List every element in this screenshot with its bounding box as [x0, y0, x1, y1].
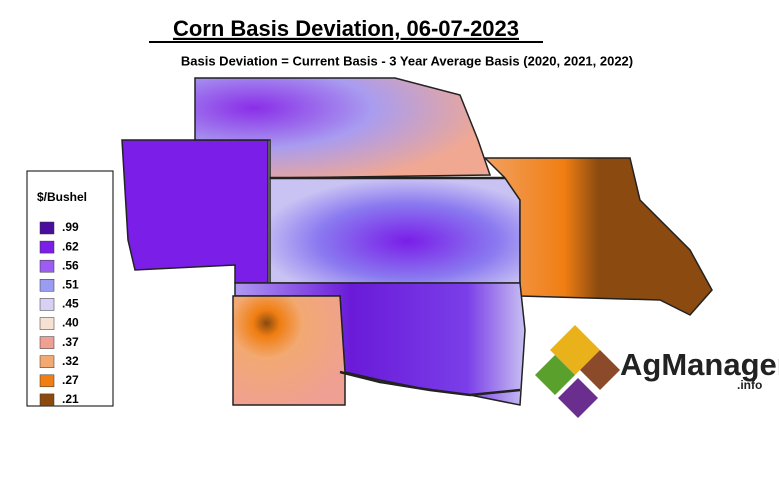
subtitle: Basis Deviation = Current Basis - 3 Year… [181, 53, 633, 68]
texas-region [232, 295, 346, 406]
legend-swatch [39, 221, 55, 235]
legend-title: $/Bushel [37, 190, 87, 204]
logo-name: AgManager [620, 347, 779, 382]
legend-items: .99 .62 .56 .51 .45 .40 .37 .32 .27 .21 [39, 220, 79, 407]
logo: AgManager .info [535, 325, 779, 418]
legend-label: .21 [62, 392, 79, 406]
legend-label: .37 [62, 335, 79, 349]
legend-swatch [39, 355, 55, 368]
legend-swatch [39, 298, 55, 311]
legend-swatch [39, 374, 55, 388]
missouri-region [483, 157, 713, 316]
map [121, 77, 713, 406]
legend-label: .27 [62, 373, 79, 387]
legend-swatch [39, 336, 55, 349]
logo-diamond [580, 350, 620, 390]
legend-label: .51 [62, 277, 79, 291]
logo-diamond [558, 378, 598, 418]
legend-label: .99 [62, 220, 79, 234]
legend-swatch [39, 393, 55, 407]
legend-label: .56 [62, 258, 79, 272]
title: Corn Basis Deviation, 06-07-2023 [173, 16, 519, 41]
legend-label: .32 [62, 354, 79, 368]
kansas-region [269, 177, 521, 284]
nebraska-region [194, 77, 492, 179]
legend-label: .45 [62, 297, 79, 311]
colorado-region [121, 139, 269, 284]
legend-label: .40 [62, 316, 79, 330]
logo-diamond [535, 355, 575, 395]
logo-suffix: .info [737, 378, 762, 392]
legend-label: .62 [62, 239, 79, 253]
legend-swatch [39, 317, 55, 330]
legend-swatch [39, 240, 55, 254]
legend-swatch [39, 259, 55, 273]
legend-swatch [39, 279, 55, 292]
state-border [339, 370, 521, 397]
